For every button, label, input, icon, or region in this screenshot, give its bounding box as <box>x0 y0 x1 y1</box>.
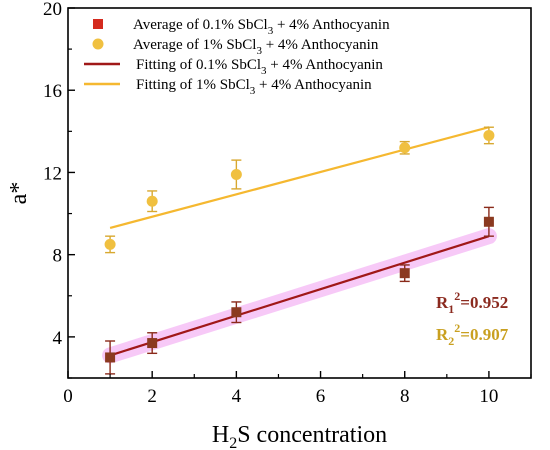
legend-label: Average of 0.1% SbCl3 + 4% Anthocyanin <box>133 17 390 37</box>
x-tick-label: 2 <box>147 386 157 407</box>
data-point-circle <box>104 238 116 250</box>
x-tick-label: 0 <box>63 386 73 407</box>
data-point-circle <box>146 195 158 207</box>
data-point-circle <box>399 142 411 154</box>
y-tick-label: 12 <box>43 163 62 184</box>
y-tick-label: 8 <box>53 246 63 267</box>
r-squared-label-1: R12=0.952 <box>436 289 508 316</box>
data-point-square <box>147 338 158 349</box>
y-tick-label: 4 <box>53 328 63 349</box>
legend-swatch-square <box>93 19 103 29</box>
plot-frame <box>67 7 532 379</box>
x-axis-title: H2S concentration <box>212 422 387 450</box>
fit-line-2 <box>109 126 490 230</box>
annotations: R12=0.952 R22=0.907 <box>436 289 509 348</box>
data-point-square <box>231 307 242 318</box>
r-squared-label-2: R22=0.907 <box>436 321 509 348</box>
x-tick-label: 6 <box>316 386 326 407</box>
legend-label: Average of 1% SbCl3 + 4% Anthocyanin <box>133 37 379 57</box>
legend: Average of 0.1% SbCl3 + 4% AnthocyaninAv… <box>84 17 390 97</box>
data-point-circle <box>230 169 242 180</box>
data-point-circle <box>483 129 495 141</box>
x-tick-label: 8 <box>400 386 410 407</box>
legend-swatch-circle <box>92 38 104 50</box>
axis-ticks: 0 2 4 6 8 10 4 8 12 16 20 <box>43 0 532 407</box>
y-tick-label: 16 <box>43 81 62 102</box>
fit-line-1 <box>109 235 490 357</box>
legend-label: Fitting of 0.1% SbCl3 + 4% Anthocyanin <box>136 57 383 77</box>
data-point-square <box>483 216 494 227</box>
y-tick-label: 20 <box>43 0 62 20</box>
legend-label: Fitting of 1% SbCl3 + 4% Anthocyanin <box>136 77 372 97</box>
x-tick-label: 10 <box>479 386 498 407</box>
data-point-square <box>399 268 410 279</box>
data-point-square <box>105 352 116 363</box>
y-axis-title: a* <box>6 182 32 205</box>
x-tick-label: 4 <box>232 386 242 407</box>
plot-area <box>102 126 497 375</box>
